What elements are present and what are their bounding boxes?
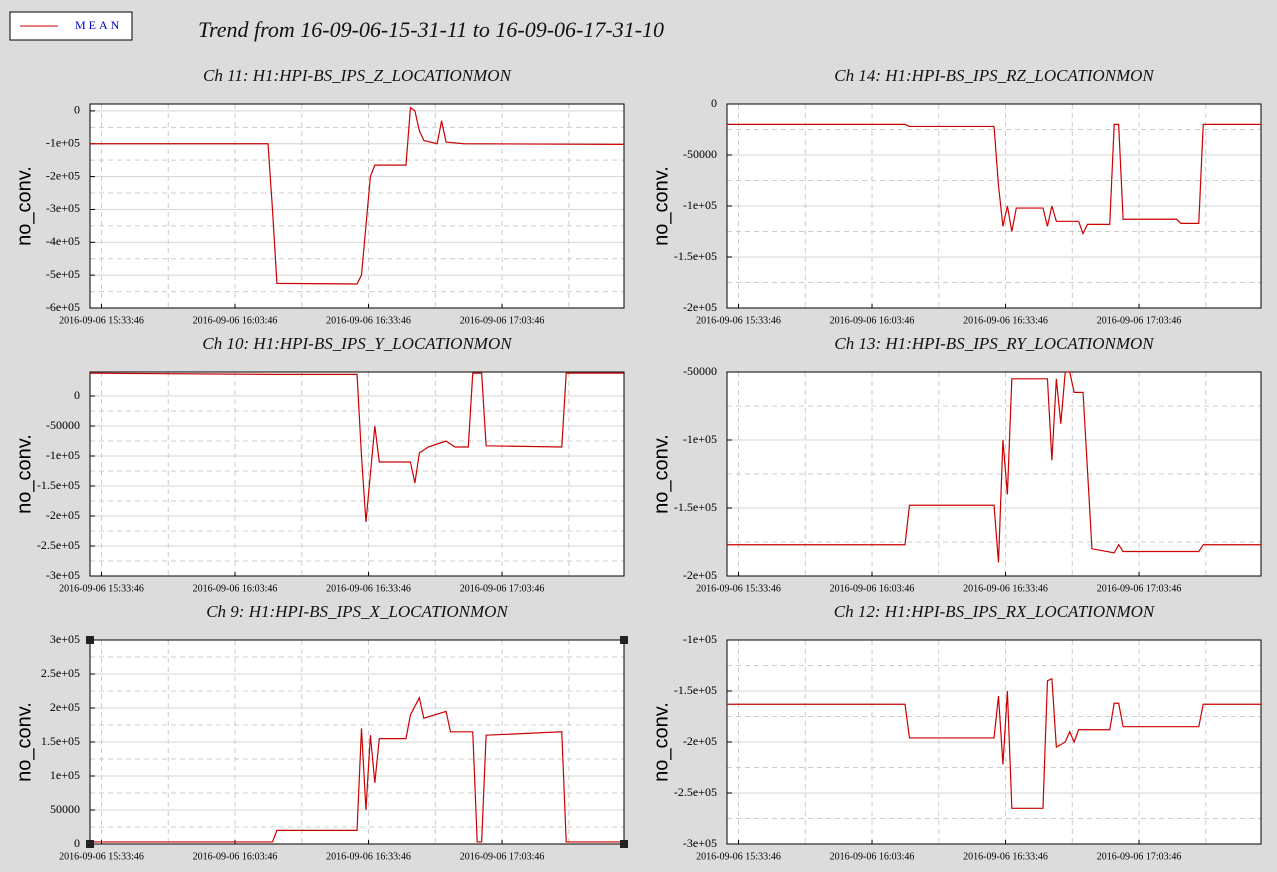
y-tick-label: -6e+05 xyxy=(46,300,80,314)
y-tick-label: -3e+05 xyxy=(46,201,80,215)
y-axis-label: no_conv. xyxy=(13,166,35,246)
trend-line xyxy=(90,696,624,843)
plot-frame xyxy=(726,639,1262,845)
y-tick-label: -50000 xyxy=(46,418,80,432)
panel-title: Ch 14: H1:HPI-BS_IPS_RZ_LOCATIONMON xyxy=(834,66,1155,85)
x-tick-label: 2016-09-06 16:03:46 xyxy=(193,851,278,862)
y-tick-label: -1e+05 xyxy=(46,135,80,149)
panel-title: Ch 12: H1:HPI-BS_IPS_RX_LOCATIONMON xyxy=(834,602,1156,621)
y-tick-label: 1e+05 xyxy=(50,768,80,782)
x-tick-label: 2016-09-06 16:03:46 xyxy=(193,315,278,326)
panel-title: Ch 9: H1:HPI-BS_IPS_X_LOCATIONMON xyxy=(206,602,509,621)
selection-handle xyxy=(620,636,628,644)
legend-label: MEAN xyxy=(75,18,122,32)
plot-frame xyxy=(726,371,1262,577)
x-tick-label: 2016-09-06 16:33:46 xyxy=(326,315,411,326)
x-tick-label: 2016-09-06 16:03:46 xyxy=(830,315,915,326)
selection-handle xyxy=(86,636,94,644)
x-tick-label: 2016-09-06 15:33:46 xyxy=(59,851,144,862)
plot-frame xyxy=(89,103,625,309)
x-tick-label: 2016-09-06 17:03:46 xyxy=(460,315,545,326)
x-tick-label: 2016-09-06 16:33:46 xyxy=(963,851,1048,862)
window-title: Trend from 16-09-06-15-31-11 to 16-09-06… xyxy=(198,17,664,42)
y-tick-label: -2e+05 xyxy=(683,734,717,748)
plot-frame xyxy=(89,639,625,845)
x-tick-label: 2016-09-06 16:33:46 xyxy=(963,315,1048,326)
y-tick-label: -4e+05 xyxy=(46,234,80,248)
y-tick-label: 0 xyxy=(74,103,80,117)
y-tick-label: -1e+05 xyxy=(683,432,717,446)
y-tick-label: 2e+05 xyxy=(50,700,80,714)
y-tick-label: 50000 xyxy=(50,802,80,816)
x-tick-label: 2016-09-06 17:03:46 xyxy=(1097,851,1182,862)
y-tick-label: -3e+05 xyxy=(683,836,717,850)
y-tick-label: -3e+05 xyxy=(46,568,80,582)
x-tick-label: 2016-09-06 15:33:46 xyxy=(696,851,781,862)
y-tick-label: -2e+05 xyxy=(46,508,80,522)
x-tick-label: 2016-09-06 17:03:46 xyxy=(1097,315,1182,326)
y-tick-label: 0 xyxy=(74,388,80,402)
y-axis-label: no_conv. xyxy=(13,702,35,782)
y-tick-label: -2.5e+05 xyxy=(37,538,80,552)
plot-frame xyxy=(726,103,1262,309)
plot-area xyxy=(90,104,624,308)
x-tick-label: 2016-09-06 15:33:46 xyxy=(696,315,781,326)
trend-line xyxy=(727,123,1261,236)
y-tick-label: -1e+05 xyxy=(683,632,717,646)
y-tick-label: -1e+05 xyxy=(46,448,80,462)
y-tick-label: 1.5e+05 xyxy=(41,734,80,748)
x-tick-label: 2016-09-06 16:33:46 xyxy=(963,583,1048,594)
y-tick-label: -1.5e+05 xyxy=(674,500,717,514)
y-tick-label: -2e+05 xyxy=(683,568,717,582)
y-tick-label: -1e+05 xyxy=(683,198,717,212)
trend-line xyxy=(90,106,625,285)
y-axis-label: no_conv. xyxy=(650,434,672,514)
y-tick-label: -2e+05 xyxy=(46,168,80,182)
panel-title: Ch 11: H1:HPI-BS_IPS_Z_LOCATIONMON xyxy=(203,66,513,85)
y-tick-label: -1.5e+05 xyxy=(674,683,717,697)
trend-line xyxy=(727,371,1261,563)
y-tick-label: 3e+05 xyxy=(50,632,80,646)
y-tick-label: -50000 xyxy=(683,147,717,161)
x-tick-label: 2016-09-06 16:33:46 xyxy=(326,583,411,594)
y-axis-label: no_conv. xyxy=(650,702,672,782)
panel-title: Ch 10: H1:HPI-BS_IPS_Y_LOCATIONMON xyxy=(202,334,513,353)
x-tick-label: 2016-09-06 16:03:46 xyxy=(830,583,915,594)
y-tick-label: -2.5e+05 xyxy=(674,785,717,799)
x-tick-label: 2016-09-06 16:03:46 xyxy=(830,851,915,862)
y-tick-label: -5e+05 xyxy=(46,267,80,281)
y-tick-label: 2.5e+05 xyxy=(41,666,80,680)
x-tick-label: 2016-09-06 17:03:46 xyxy=(460,583,545,594)
x-tick-label: 2016-09-06 15:33:46 xyxy=(59,315,144,326)
plot-frame xyxy=(89,371,625,577)
trend-line xyxy=(89,372,624,523)
y-tick-label: 0 xyxy=(74,836,80,850)
x-tick-label: 2016-09-06 16:33:46 xyxy=(326,851,411,862)
x-tick-label: 2016-09-06 15:33:46 xyxy=(59,583,144,594)
y-tick-label: -2e+05 xyxy=(683,300,717,314)
panel-title: Ch 13: H1:HPI-BS_IPS_RY_LOCATIONMON xyxy=(834,334,1155,353)
x-tick-label: 2016-09-06 15:33:46 xyxy=(696,583,781,594)
selection-handle xyxy=(86,840,94,848)
x-tick-label: 2016-09-06 16:03:46 xyxy=(193,583,278,594)
y-tick-label: -1.5e+05 xyxy=(674,249,717,263)
y-axis-label: no_conv. xyxy=(13,434,35,514)
x-tick-label: 2016-09-06 17:03:46 xyxy=(460,851,545,862)
y-tick-label: -50000 xyxy=(683,364,717,378)
y-axis-label: no_conv. xyxy=(650,166,672,246)
x-tick-label: 2016-09-06 17:03:46 xyxy=(1097,583,1182,594)
selection-handle xyxy=(620,840,628,848)
plot-area xyxy=(90,372,624,576)
y-tick-label: 0 xyxy=(711,96,717,110)
y-tick-label: -1.5e+05 xyxy=(37,478,80,492)
trend-line xyxy=(727,677,1261,809)
